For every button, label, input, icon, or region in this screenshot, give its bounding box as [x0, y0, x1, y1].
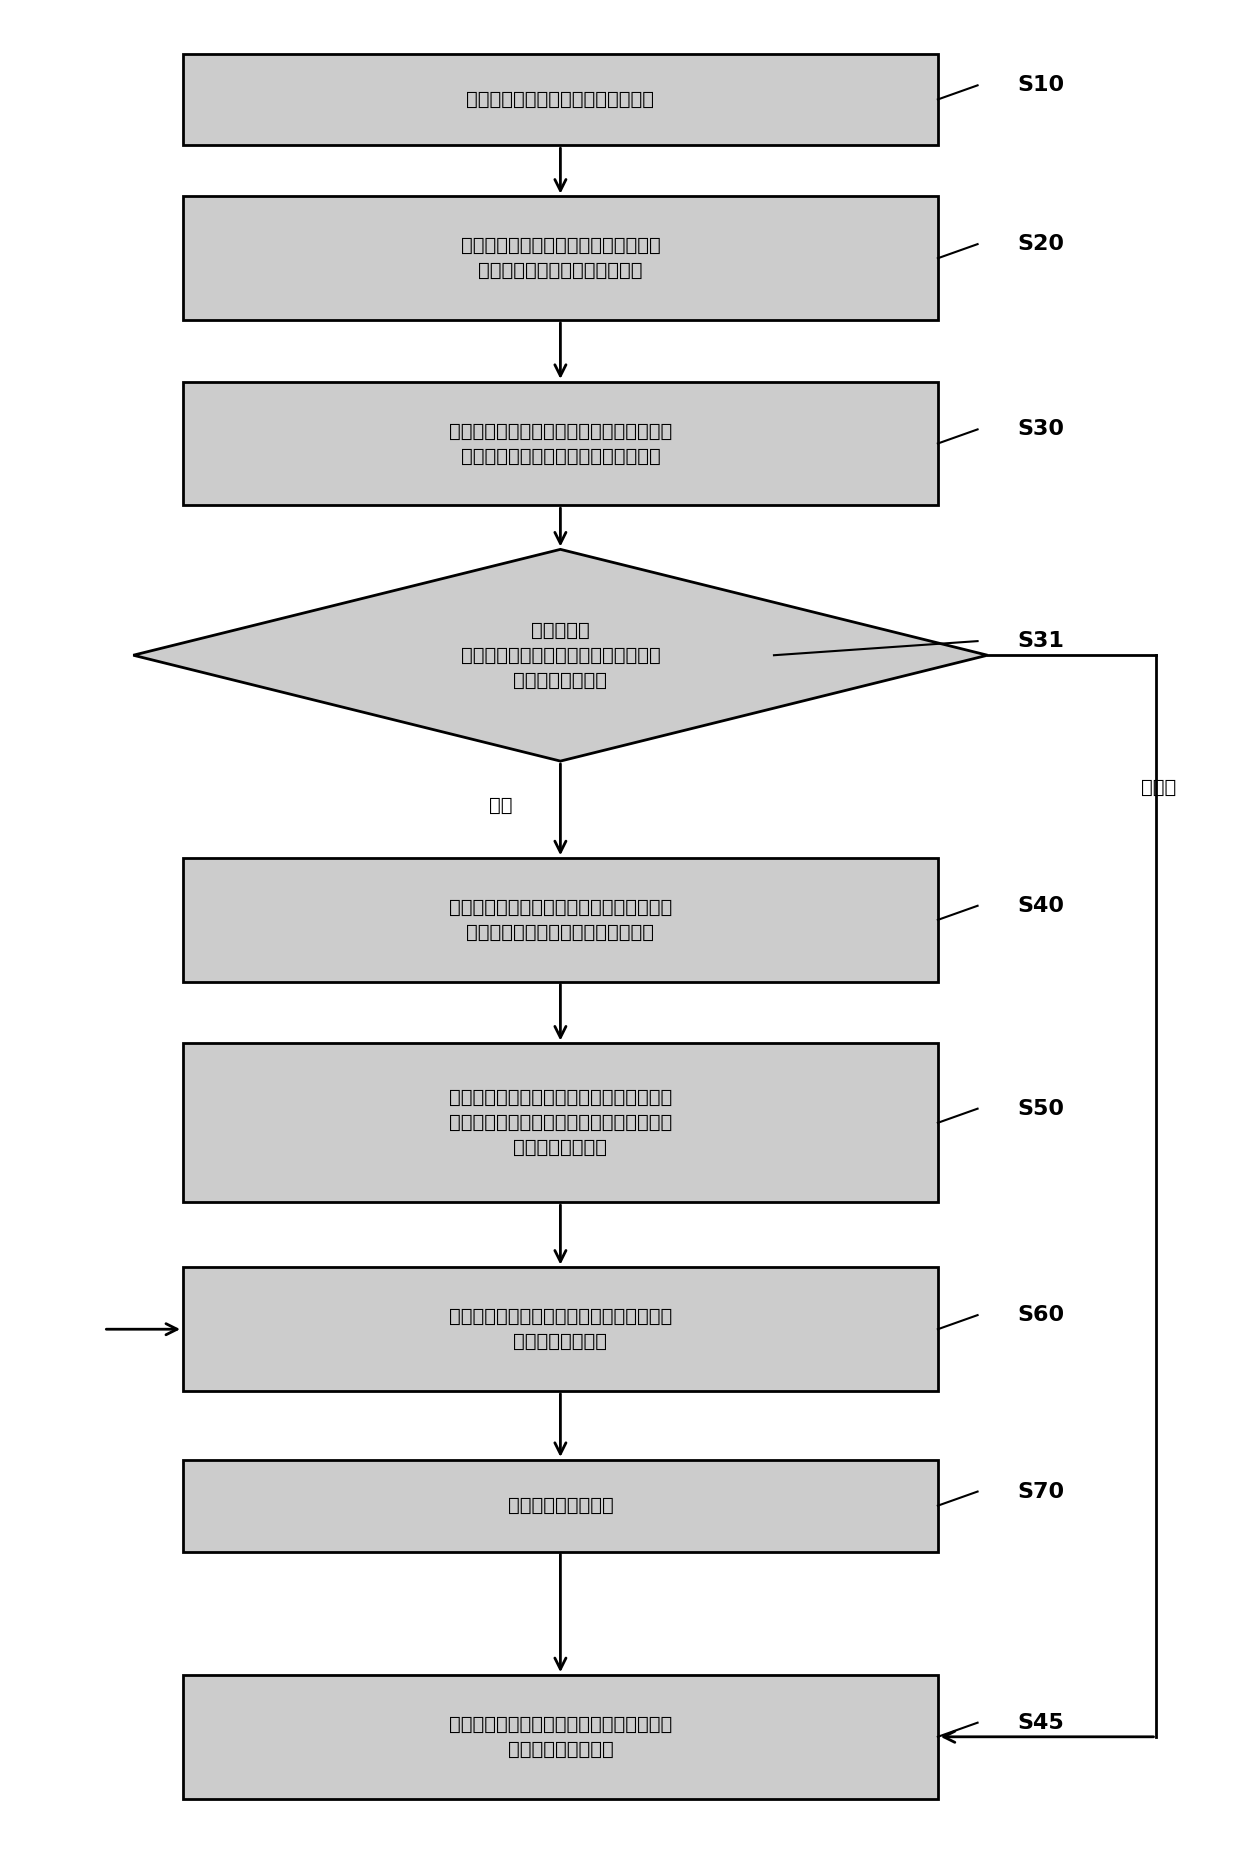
Text: 获取所述清洁机器人所述当前所处的位置信
息与所述预存储的位置信息之间的差值: 获取所述清洁机器人所述当前所处的位置信 息与所述预存储的位置信息之间的差值 [449, 422, 672, 465]
Text: 根据清洁机器人所述当前所处的位置信
息与预存储的位置信息进行比对: 根据清洁机器人所述当前所处的位置信 息与预存储的位置信息进行比对 [460, 235, 660, 280]
Text: 则从所述预存储的位置信息中调取清洁机器
人所述当前位置信息的特征地图集：: 则从所述预存储的位置信息中调取清洁机器 人所述当前位置信息的特征地图集： [449, 899, 672, 941]
Text: 发送清扫完成的信息: 发送清扫完成的信息 [507, 1496, 614, 1515]
Bar [184, 196, 937, 319]
Bar [184, 381, 937, 504]
Bar [184, 1676, 937, 1799]
Text: S40: S40 [1017, 897, 1064, 915]
Text: 根据调取的所述预存储当前位置信息的特征
地图集中的特征地图实施清扫工作，并记录
实时路况环境信息: 根据调取的所述预存储当前位置信息的特征 地图集中的特征地图实施清扫工作，并记录 … [449, 1089, 672, 1158]
Text: S20: S20 [1017, 234, 1064, 254]
Text: 存在: 存在 [489, 796, 512, 814]
Bar [184, 1044, 937, 1203]
Text: S45: S45 [1017, 1713, 1064, 1734]
Bar [184, 857, 937, 983]
Text: S50: S50 [1017, 1098, 1064, 1119]
Bar [184, 54, 937, 146]
Text: 保存所述清洁机器人清扫的实时路况环境信
息的位置特征地图: 保存所述清洁机器人清扫的实时路况环境信 息的位置特征地图 [449, 1308, 672, 1351]
Bar [184, 1459, 937, 1552]
Text: 不存在: 不存在 [1141, 779, 1177, 798]
Text: S60: S60 [1017, 1306, 1064, 1324]
Text: S30: S30 [1017, 420, 1064, 439]
Text: 获取的位置
信息之间的差值与预设垂直阈值和预设
平面阈值进行比对: 获取的位置 信息之间的差值与预设垂直阈值和预设 平面阈值进行比对 [460, 620, 660, 689]
Polygon shape [133, 549, 987, 760]
Text: S10: S10 [1017, 75, 1064, 95]
Text: 获取清洁机器人当前所处的位置信息: 获取清洁机器人当前所处的位置信息 [466, 90, 655, 108]
Bar [184, 1268, 937, 1392]
Text: 根据清洁机器人清扫的实时路况环境信息建
立新的位置特征地图: 根据清洁机器人清扫的实时路况环境信息建 立新的位置特征地图 [449, 1715, 672, 1760]
Text: S31: S31 [1017, 631, 1064, 652]
Text: S70: S70 [1017, 1481, 1064, 1502]
